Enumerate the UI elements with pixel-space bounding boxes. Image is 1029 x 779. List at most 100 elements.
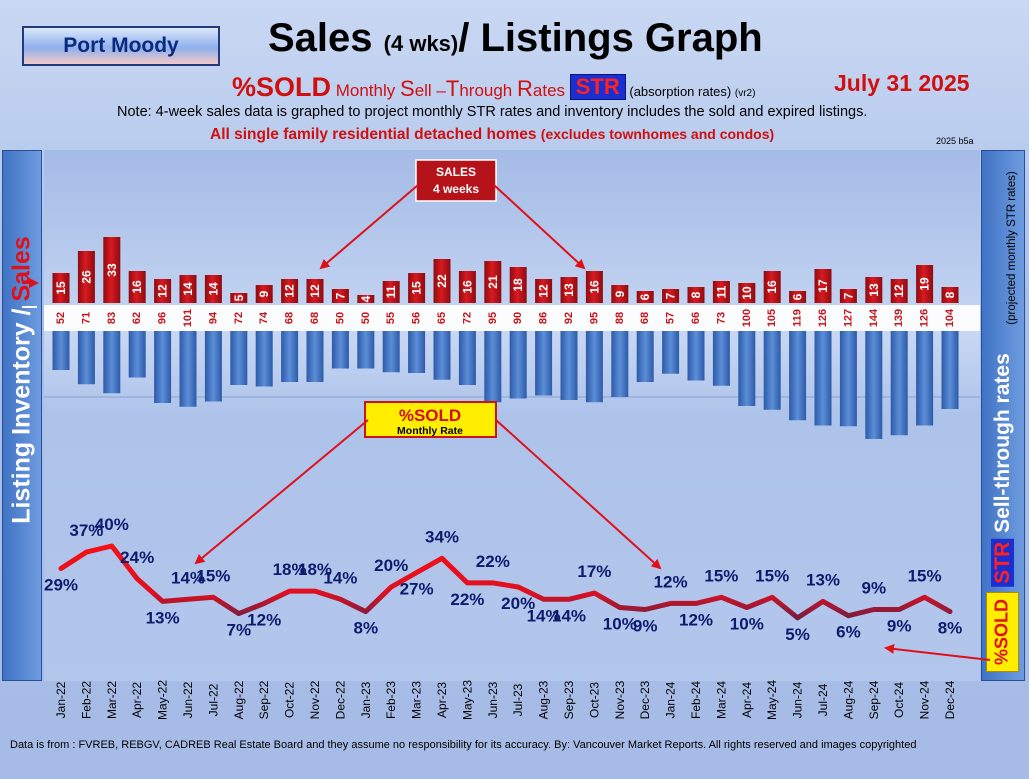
sold-data-label: 9% <box>887 617 912 636</box>
sales-bar-label: 19 <box>918 277 932 291</box>
sold-arrow-right <box>495 419 662 570</box>
x-tick-label: Aug-24 <box>841 680 855 719</box>
x-tick-label: Oct-24 <box>892 682 906 718</box>
sales-bar <box>865 277 883 303</box>
sales-arrow-right <box>493 184 586 270</box>
listing-bar-label: 52 <box>55 312 67 324</box>
x-tick-label: May-24 <box>765 680 779 720</box>
sales-bar <box>763 271 781 303</box>
listing-bar <box>230 331 248 385</box>
sold-data-label: 40% <box>95 515 129 534</box>
listing-bar-label: 72 <box>233 312 245 324</box>
listing-bar-label: 83 <box>106 312 118 324</box>
listing-bar <box>128 331 146 378</box>
listing-bar <box>357 331 375 369</box>
sales-bar-label: 12 <box>537 284 551 298</box>
listing-bar-label: 101 <box>182 309 194 327</box>
x-tick-label: Nov-23 <box>613 680 627 719</box>
subtitle-cap: R <box>517 76 533 101</box>
listing-bar-label: 71 <box>80 312 92 324</box>
listing-bar-label: 73 <box>715 312 727 324</box>
sold-badge <box>986 592 1019 672</box>
sold-data-label: 22% <box>476 552 510 571</box>
listing-bar <box>687 331 705 381</box>
sales-bar-label: 17 <box>816 279 830 293</box>
listing-bar-label: 90 <box>512 312 524 324</box>
sold-data-label: 37% <box>69 521 103 540</box>
x-tick-label: Feb-23 <box>384 681 398 719</box>
x-tick-label: Jan-22 <box>54 681 68 718</box>
listing-bar <box>77 331 95 385</box>
sold-data-label: 14% <box>552 606 586 625</box>
sales-bar-label: 16 <box>460 280 474 294</box>
sales-bar-label: 18 <box>511 278 525 292</box>
sales-bars: 15 26 33 16 12 14 14 5 9 12 12 7 4 11 15 22 16 21 18 12 13 16… <box>52 237 959 303</box>
listing-bar <box>204 331 222 402</box>
sales-bar-label: 21 <box>486 275 500 289</box>
x-tick-label: Dec-24 <box>943 680 957 719</box>
listing-bar-label: 62 <box>131 312 143 324</box>
x-tick-label: Jul-24 <box>816 683 830 716</box>
sold-data-label: 13% <box>146 608 180 627</box>
sales-bar <box>331 289 349 303</box>
listing-bar <box>52 331 70 370</box>
sales-bar <box>636 291 654 303</box>
sales-bar-label: 33 <box>105 263 119 277</box>
x-tick-label: Mar-24 <box>714 681 728 719</box>
sales-bar-label: 7 <box>841 292 855 299</box>
x-tick-label: Dec-23 <box>638 680 652 719</box>
x-tick-label: Aug-23 <box>537 680 551 719</box>
sales-bar <box>712 281 730 303</box>
sold-data-label: 18% <box>298 560 332 579</box>
sales-bar <box>458 271 476 303</box>
sales-bar-label: 12 <box>308 284 322 298</box>
x-tick-label: Sep-22 <box>257 680 271 719</box>
listing-bar <box>814 331 832 426</box>
subtitle-part: hrough <box>459 81 517 100</box>
sales-bar <box>509 267 527 303</box>
sold-data-label: 9% <box>633 617 658 636</box>
sold-data-label: 22% <box>450 590 484 609</box>
sold-data-label: 20% <box>374 556 408 575</box>
listing-bar <box>484 331 502 403</box>
listing-bar <box>865 331 883 439</box>
sold-data-label: 15% <box>755 566 789 585</box>
subtitle-sold: %SOLD <box>232 72 332 102</box>
listing-bar-label: 72 <box>461 312 473 324</box>
absorption-text: (absorption rates) <box>625 84 735 99</box>
listing-bar-label: 126 <box>919 309 931 327</box>
sold-data-label: 34% <box>425 527 459 546</box>
scope-text: All single family residential detached h… <box>210 126 774 144</box>
listing-bar <box>585 331 603 403</box>
title-small: (4 wks) <box>383 31 459 56</box>
sales-bar-label: 16 <box>765 280 779 294</box>
sold-data-label: 8% <box>938 619 963 638</box>
sales-bar-label: 10 <box>740 286 754 300</box>
sales-bar-label: 5 <box>232 294 246 301</box>
sales-bar <box>484 261 502 303</box>
x-tick-label: Sep-24 <box>867 680 881 719</box>
sales-bar <box>306 279 324 303</box>
sold-data-label: 29% <box>44 576 78 595</box>
sales-bar-label: 11 <box>384 285 398 298</box>
listing-bar <box>890 331 908 436</box>
listing-bar <box>789 331 807 421</box>
listing-bar-label: 92 <box>563 312 575 324</box>
x-tick-label: Dec-22 <box>333 680 347 719</box>
listing-bar-label: 86 <box>538 312 550 324</box>
listing-bar <box>433 331 451 380</box>
sold-data-label: 14% <box>527 606 561 625</box>
listing-bar-label: 119 <box>792 309 804 327</box>
sold-data-label: 14% <box>171 568 205 587</box>
x-tick-label: Mar-23 <box>410 681 424 719</box>
listing-bar-label: 94 <box>207 311 219 324</box>
x-tick-label: Jul-22 <box>206 683 220 716</box>
scope-small: (excludes townhomes and condos) <box>540 126 775 142</box>
version-tag: (vr2) <box>734 88 756 99</box>
x-tick-label: Feb-22 <box>79 681 93 719</box>
sales-bar <box>814 269 832 303</box>
listing-bar-label: 50 <box>360 312 372 324</box>
listing-bar <box>458 331 476 385</box>
listing-bar <box>179 331 197 407</box>
